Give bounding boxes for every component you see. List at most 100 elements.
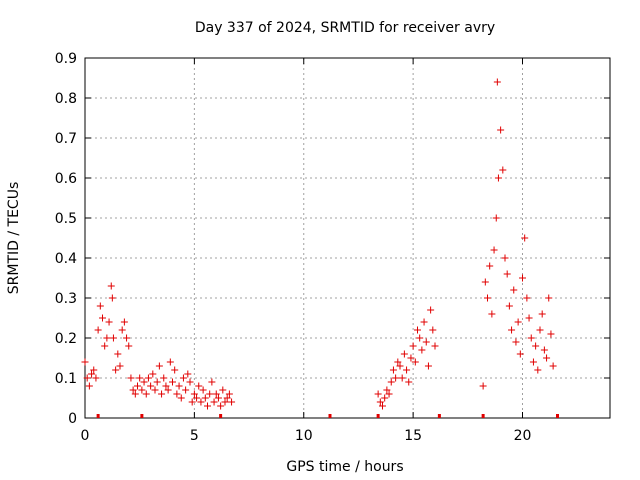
plot-frame — [84, 57, 611, 419]
data-point — [107, 282, 115, 290]
data-point — [525, 314, 533, 322]
data-point — [523, 294, 531, 302]
data-point — [123, 334, 131, 342]
y-tick-label: 0.3 — [55, 291, 77, 307]
data-point — [488, 310, 496, 318]
data-point — [501, 254, 509, 262]
data-point — [540, 346, 548, 354]
data-points — [81, 78, 557, 410]
data-point — [381, 394, 389, 402]
data-point — [394, 358, 402, 366]
data-point — [197, 398, 205, 406]
data-point — [190, 390, 198, 398]
data-point — [418, 346, 426, 354]
y-tick-label: 0.6 — [55, 171, 77, 187]
data-point — [420, 318, 428, 326]
data-point — [96, 302, 104, 310]
data-point — [212, 390, 220, 398]
data-point — [127, 374, 135, 382]
data-point — [140, 378, 148, 386]
y-tick-label: 0 — [68, 411, 77, 427]
data-point — [112, 366, 120, 374]
data-point — [486, 262, 494, 270]
data-point — [162, 382, 170, 390]
data-point — [144, 374, 152, 382]
data-point — [136, 374, 144, 382]
data-point — [389, 366, 397, 374]
data-point — [424, 362, 432, 370]
data-gap-marker — [437, 414, 441, 418]
y-tick-label: 0.4 — [55, 251, 77, 267]
data-point — [125, 342, 133, 350]
data-gap-marker — [556, 414, 559, 418]
data-point — [534, 366, 542, 374]
data-point — [385, 390, 393, 398]
data-point — [195, 382, 203, 390]
data-point — [532, 342, 540, 350]
data-point — [153, 378, 161, 386]
data-point — [85, 382, 93, 390]
data-point — [83, 374, 91, 382]
data-point — [219, 386, 227, 394]
y-tick-label: 0.8 — [55, 91, 77, 107]
data-point — [131, 390, 139, 398]
data-point — [536, 326, 544, 334]
data-point — [201, 394, 209, 402]
data-point — [182, 386, 190, 394]
data-point — [160, 374, 168, 382]
x-tick-label: 10 — [295, 428, 313, 444]
data-point — [103, 334, 111, 342]
data-point — [549, 362, 557, 370]
data-point — [503, 270, 511, 278]
data-point — [94, 326, 102, 334]
data-point — [514, 318, 522, 326]
x-tick-label: 15 — [404, 428, 422, 444]
data-point — [398, 374, 406, 382]
data-point — [92, 374, 100, 382]
data-point — [405, 378, 413, 386]
data-point — [149, 370, 157, 378]
y-tick-label: 0.2 — [55, 331, 77, 347]
data-point — [179, 374, 187, 382]
data-point — [538, 310, 546, 318]
data-gap-markers — [96, 414, 559, 418]
data-point — [109, 334, 117, 342]
data-point — [422, 338, 430, 346]
data-point — [206, 390, 214, 398]
data-point — [427, 306, 435, 314]
data-point — [490, 246, 498, 254]
data-point — [129, 386, 137, 394]
data-point — [155, 362, 163, 370]
data-point — [105, 318, 113, 326]
data-point — [374, 390, 382, 398]
data-gap-marker — [96, 414, 100, 418]
data-point — [416, 334, 424, 342]
y-axis-label: SRMTID / TECUs — [6, 182, 22, 295]
data-point — [204, 402, 211, 410]
data-point — [409, 342, 417, 350]
axis-ticks: 0 0.1 0.2 0.3 0.4 0.5 0.6 0.7 0.8 0.9 0 5 10 15 20 — [55, 51, 610, 444]
data-point — [479, 382, 487, 390]
data-point — [529, 358, 537, 366]
data-point — [414, 326, 421, 334]
data-point — [108, 294, 116, 302]
data-point — [431, 342, 439, 350]
data-point — [499, 166, 507, 174]
data-point — [387, 378, 395, 386]
y-tick-label: 0.1 — [55, 371, 77, 387]
data-point — [396, 362, 404, 370]
data-gap-marker — [140, 414, 144, 418]
data-point — [527, 334, 535, 342]
data-point — [101, 342, 109, 350]
data-point — [516, 350, 524, 358]
data-point — [221, 398, 229, 406]
data-point — [90, 366, 98, 374]
data-point — [151, 386, 159, 394]
data-gap-marker — [376, 414, 380, 418]
data-point — [208, 378, 216, 386]
data-point — [188, 398, 196, 406]
data-point — [429, 326, 437, 334]
data-point — [116, 362, 124, 370]
data-point — [158, 390, 166, 398]
data-point — [142, 390, 150, 398]
